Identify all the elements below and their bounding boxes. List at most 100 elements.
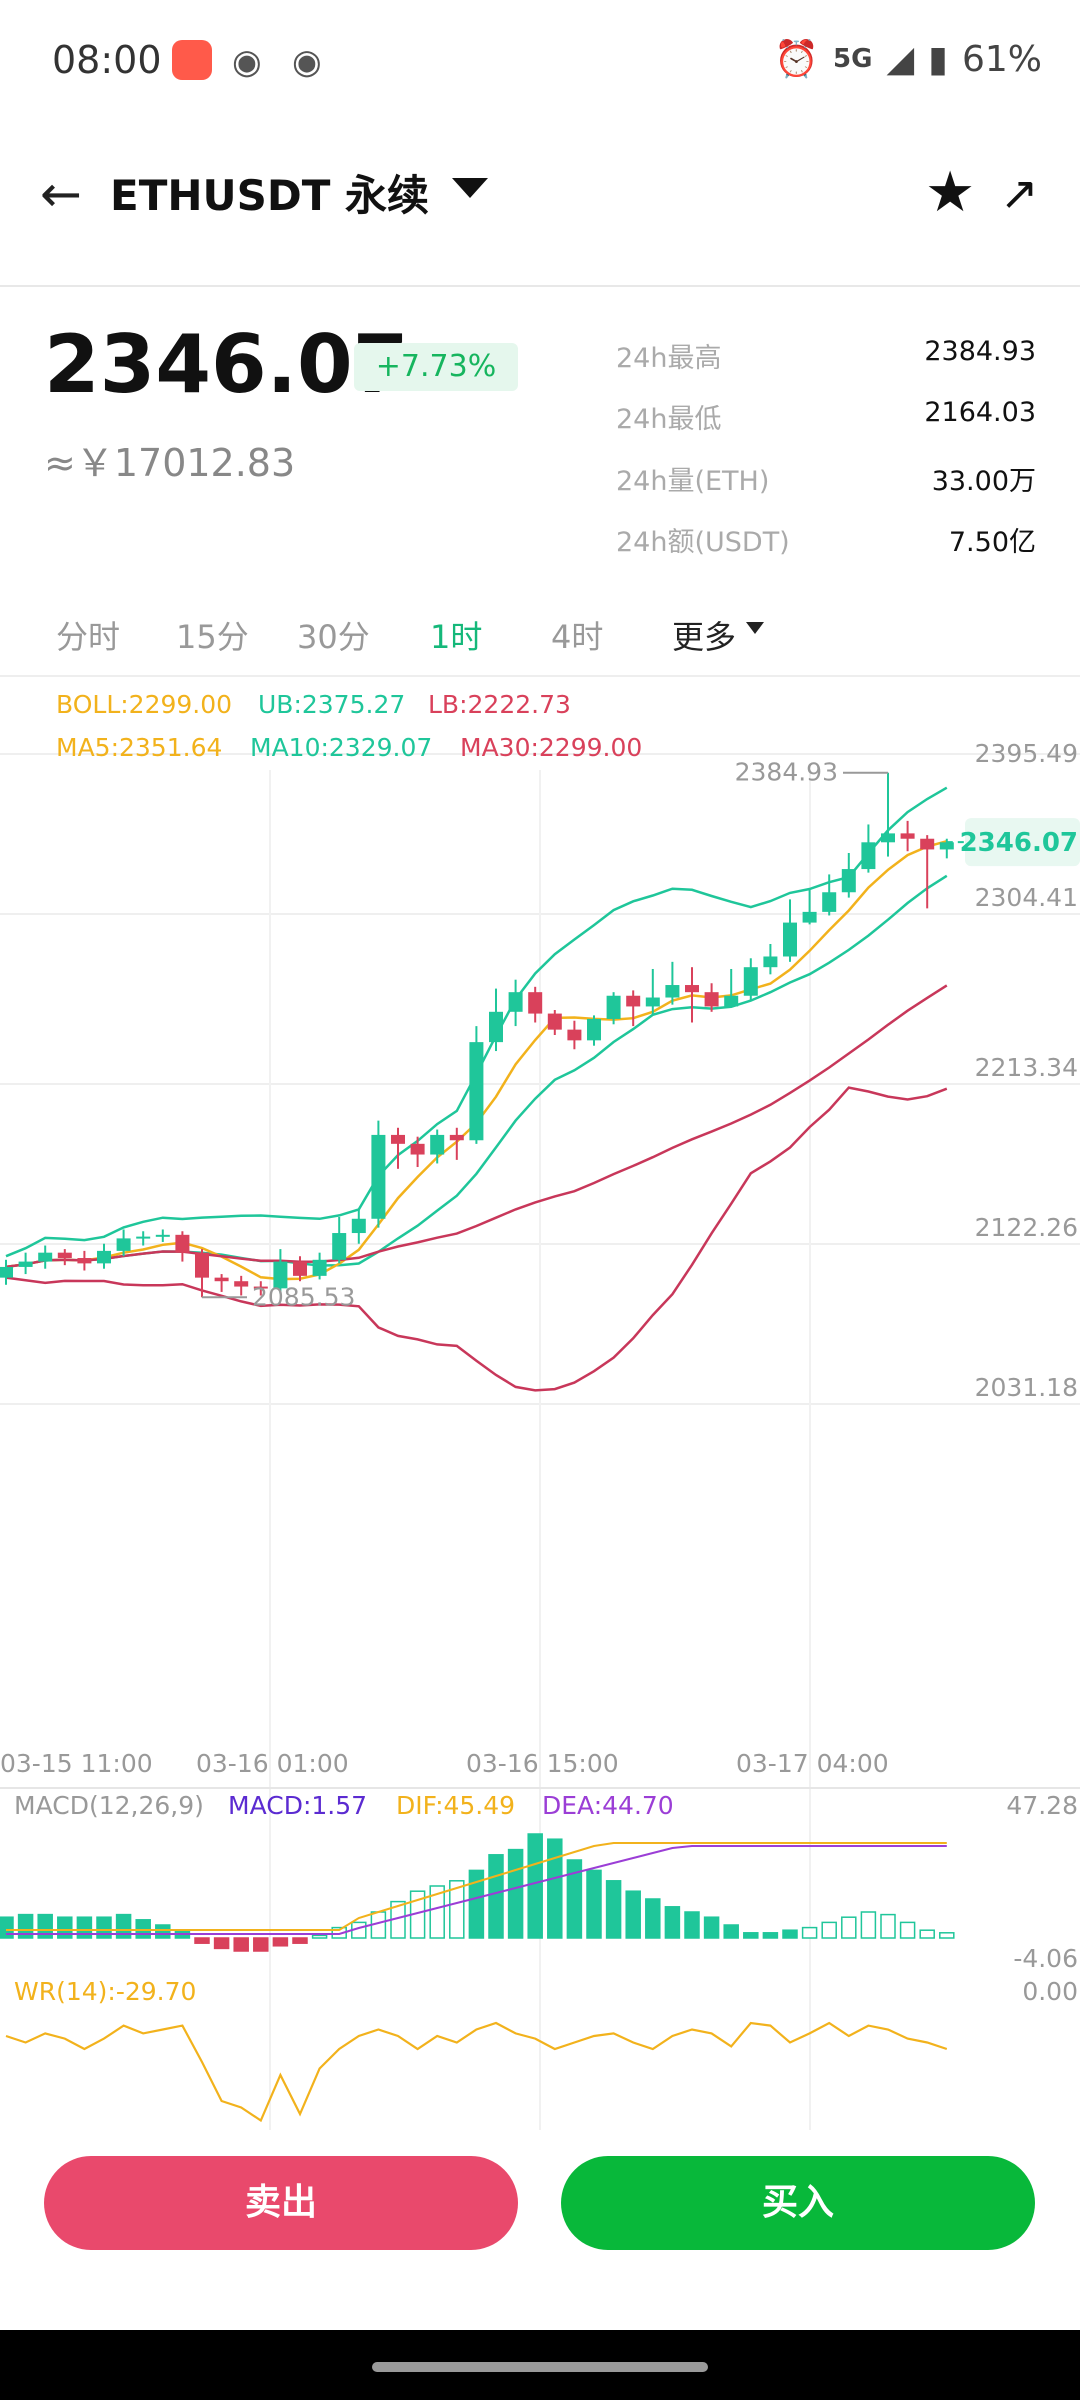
candle <box>312 1259 327 1276</box>
macd-bar <box>311 1934 328 1939</box>
candle <box>136 1236 151 1239</box>
candle <box>214 1277 229 1282</box>
macd-bar <box>566 1859 583 1939</box>
macd-bar <box>586 1869 602 1939</box>
macd-bar <box>76 1916 93 1939</box>
star-icon[interactable]: ★ <box>925 160 976 225</box>
candle <box>900 833 915 839</box>
wr-axis-top: 0.00 <box>1022 1977 1078 2006</box>
candle <box>547 1013 562 1030</box>
candle <box>763 956 778 968</box>
macd-bar <box>213 1937 230 1950</box>
candle <box>371 1134 386 1219</box>
tab-1h[interactable]: 1时 <box>430 618 483 656</box>
candle <box>587 1018 601 1041</box>
candle <box>430 1134 445 1155</box>
macd-title: MACD(12,26,9) <box>14 1791 204 1820</box>
symbol-title[interactable]: ETHUSDT 永续 <box>110 171 429 220</box>
macd-bar <box>625 1890 641 1939</box>
macd-bar <box>527 1833 543 1939</box>
candle <box>293 1261 307 1276</box>
y-tick-label: 2213.34 <box>975 1053 1078 1082</box>
macd-bar <box>449 1880 465 1939</box>
stat-row: 24h量(ETH) 33.00万 <box>616 459 1036 499</box>
sell-button[interactable]: 卖出 <box>44 2156 518 2250</box>
macd-bar <box>880 1913 896 1939</box>
candle <box>645 997 660 1007</box>
candle <box>449 1134 464 1141</box>
stat-label: 24h最低 <box>616 404 722 435</box>
candle <box>508 992 523 1012</box>
change-badge: +7.73% <box>354 343 518 391</box>
arrow-left-icon[interactable]: ← <box>40 165 82 223</box>
candle <box>391 1134 405 1144</box>
macd-bar <box>253 1937 269 1952</box>
dif-value: DIF:45.49 <box>396 1791 515 1820</box>
macd-bar <box>194 1937 210 1944</box>
candle <box>116 1238 131 1251</box>
candle <box>841 869 856 893</box>
macd-bar <box>135 1919 151 1939</box>
macd-bar <box>155 1924 171 1939</box>
candle <box>273 1261 288 1289</box>
cny-price: ≈￥17012.83 <box>44 441 296 485</box>
macd-bar <box>605 1880 622 1939</box>
status-icons: ⏰ 5G ◢ ▮ 61% <box>774 38 1042 81</box>
tab-15m[interactable]: 15分 <box>176 618 249 656</box>
macd-bar <box>547 1838 563 1939</box>
macd-bar <box>860 1911 877 1939</box>
chevron-down-icon[interactable] <box>746 622 764 634</box>
tab-30m[interactable]: 30分 <box>297 618 370 656</box>
macd-bar <box>96 1916 112 1939</box>
buy-button[interactable]: 买入 <box>561 2156 1035 2250</box>
share-icon[interactable]: ↗ <box>1000 166 1039 220</box>
stat-value: 2384.93 <box>924 336 1036 367</box>
home-indicator[interactable] <box>372 2362 708 2372</box>
macd-bar <box>919 1929 935 1939</box>
candle <box>234 1281 249 1287</box>
low-marker-label: 2085.53 <box>252 1282 355 1311</box>
candle <box>38 1252 53 1262</box>
stat-label: 24h额(USDT) <box>616 527 790 558</box>
macd-bar <box>743 1932 759 1939</box>
candle <box>881 833 895 843</box>
macd-bar <box>488 1854 504 1939</box>
chevron-down-icon[interactable] <box>452 178 488 198</box>
x-tick-label: 03-15 11:00 <box>0 1749 153 1778</box>
candle <box>626 995 641 1007</box>
tab-timeline[interactable]: 分时 <box>56 618 121 656</box>
weibo-icon-2: ◉ <box>292 42 322 82</box>
candle <box>704 992 719 1007</box>
macd-bar <box>899 1921 916 1939</box>
boll-label: BOLL:2299.00 <box>56 690 232 719</box>
candle <box>802 911 817 923</box>
macd-bar <box>821 1921 837 1939</box>
top-header <box>0 125 1080 287</box>
macd-bar <box>841 1916 857 1939</box>
macd-bar <box>0 1916 14 1939</box>
macd-bar <box>782 1929 798 1939</box>
ma30-label: MA30:2299.00 <box>460 733 642 762</box>
macd-bar <box>684 1911 700 1939</box>
macd-bar <box>507 1848 524 1939</box>
stat-label: 24h量(ETH) <box>616 466 770 497</box>
weibo-icon: ◉ <box>232 42 262 82</box>
candle <box>743 967 758 996</box>
lb-label: LB:2222.73 <box>428 690 571 719</box>
tab-more[interactable]: 更多 <box>672 618 737 656</box>
y-tick-label: 2031.18 <box>975 1373 1078 1402</box>
candle <box>783 922 797 957</box>
candle <box>332 1233 347 1260</box>
tab-4h[interactable]: 4时 <box>551 618 604 656</box>
macd-bar <box>801 1926 818 1939</box>
kline-chart[interactable]: BOLL:2299.00 UB:2375.27 LB:2222.73 MA5:2… <box>0 680 1080 2130</box>
candle <box>469 1042 484 1141</box>
battery-icon: ▮ <box>928 38 948 80</box>
macd-bar <box>57 1916 73 1939</box>
macd-axis-top: 47.28 <box>1006 1791 1078 1820</box>
boll-lower-line <box>5 1086 948 1392</box>
macd-bar <box>703 1916 720 1939</box>
high-marker-label: 2384.93 <box>735 758 838 787</box>
wr-title: WR(14):-29.70 <box>14 1977 196 2006</box>
macd-bar <box>762 1932 779 1939</box>
